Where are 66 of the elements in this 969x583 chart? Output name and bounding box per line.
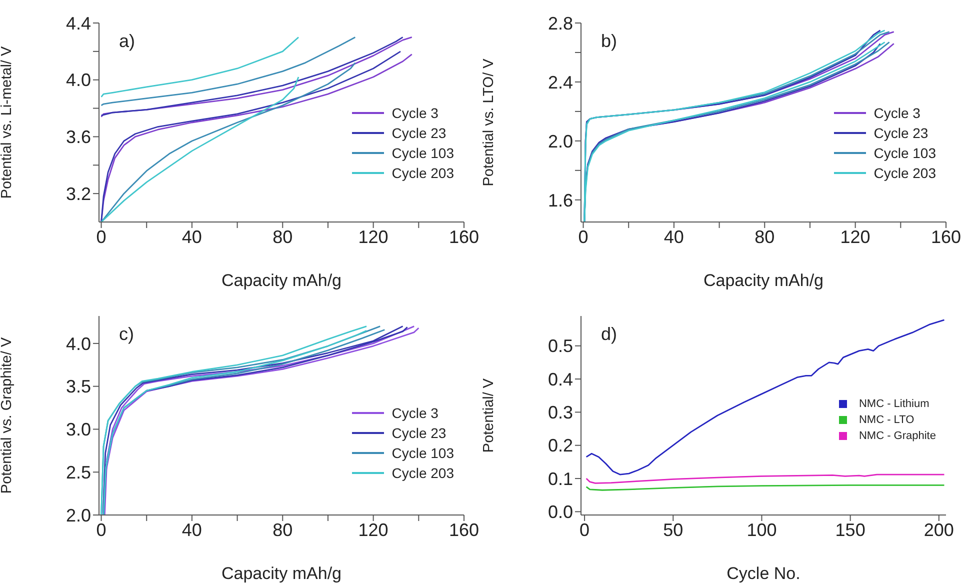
x-tick-label: 40 (182, 520, 202, 540)
x-tick-label: 150 (835, 520, 866, 540)
x-tick-label: 80 (754, 226, 775, 247)
y-tick-label: 2.8 (548, 13, 573, 34)
x-tick-label: 0 (580, 520, 590, 540)
legend-label: Cycle 3 (874, 104, 920, 122)
y-tick-label: 0.2 (548, 436, 573, 456)
x-tick-label: 120 (358, 226, 388, 247)
y-tick-label: 2.0 (548, 131, 573, 152)
legend-label: Cycle 203 (392, 464, 454, 483)
x-tick-label: 0 (96, 520, 106, 540)
legend-label: Cycle 3 (392, 104, 438, 122)
y-tick-label: 2.5 (66, 462, 91, 482)
y-axis-title: Potential vs. LTO/ V (481, 58, 498, 186)
y-tick-label: 1.6 (548, 190, 573, 210)
y-tick-label: 3.2 (66, 184, 91, 204)
y-tick-label: 0.0 (548, 502, 573, 522)
legend-label: Cycle 103 (392, 444, 454, 463)
x-tick-label: 40 (664, 226, 684, 247)
legend-label: Cycle 23 (392, 124, 446, 142)
x-tick-label: 120 (358, 520, 388, 540)
x-tick-label: 120 (840, 226, 870, 247)
x-tick-label: 50 (663, 520, 684, 540)
legend-label: Cycle 23 (874, 124, 928, 142)
annotation: d) (601, 324, 618, 345)
y-tick-label: 3.5 (66, 376, 91, 397)
y-tick-label: 4.0 (66, 334, 91, 354)
legend-label: Cycle 203 (874, 164, 936, 182)
y-tick-label: 0.5 (548, 336, 573, 356)
y-tick-label: 3.6 (66, 127, 91, 148)
x-tick-label: 160 (930, 226, 962, 247)
x-tick-label: 80 (272, 520, 293, 540)
legend-label: Cycle 23 (392, 424, 446, 443)
x-axis-title: Capacity mAh/g (222, 271, 342, 290)
y-tick-label: 3.0 (66, 420, 91, 440)
y-tick-label: 2.4 (548, 72, 573, 92)
legend-label: Cycle 103 (874, 144, 936, 162)
legend-label: Cycle 103 (392, 144, 454, 162)
y-tick-label: 4.0 (66, 70, 91, 90)
legend-label: NMC - LTO (858, 412, 914, 428)
legend-label: Cycle 203 (392, 164, 454, 182)
x-tick-label: 200 (924, 520, 954, 540)
x-tick-label: 80 (272, 226, 293, 247)
x-tick-label: 160 (448, 226, 480, 247)
x-tick-label: 0 (578, 226, 588, 247)
legend-label: NMC - Graphite (858, 428, 936, 444)
x-tick-label: 160 (448, 520, 480, 540)
y-tick-label: 0.1 (548, 468, 573, 489)
x-axis-title: Capacity mAh/g (222, 564, 342, 583)
x-axis-title: Capacity mAh/g (704, 271, 824, 290)
annotation: b) (601, 31, 618, 52)
y-axis-title: Potential vs. Li-metal/ V (0, 46, 16, 199)
y-tick-label: 2.0 (66, 505, 91, 526)
y-axis-title: Potential/ V (481, 378, 498, 453)
y-tick-label: 0.4 (548, 369, 573, 390)
x-tick-label: 40 (182, 226, 202, 247)
y-axis-title: Potential vs. Graphite/ V (0, 336, 16, 494)
legend-label: Cycle 3 (392, 404, 438, 423)
x-tick-label: 100 (746, 520, 777, 540)
annotation: a) (119, 31, 136, 52)
x-axis-title: Cycle No. (726, 564, 800, 583)
annotation: c) (119, 324, 134, 345)
legend-label: NMC - Lithium (858, 396, 930, 412)
x-tick-label: 0 (96, 226, 106, 247)
y-tick-label: 0.3 (548, 402, 573, 423)
y-tick-label: 4.4 (66, 13, 91, 34)
